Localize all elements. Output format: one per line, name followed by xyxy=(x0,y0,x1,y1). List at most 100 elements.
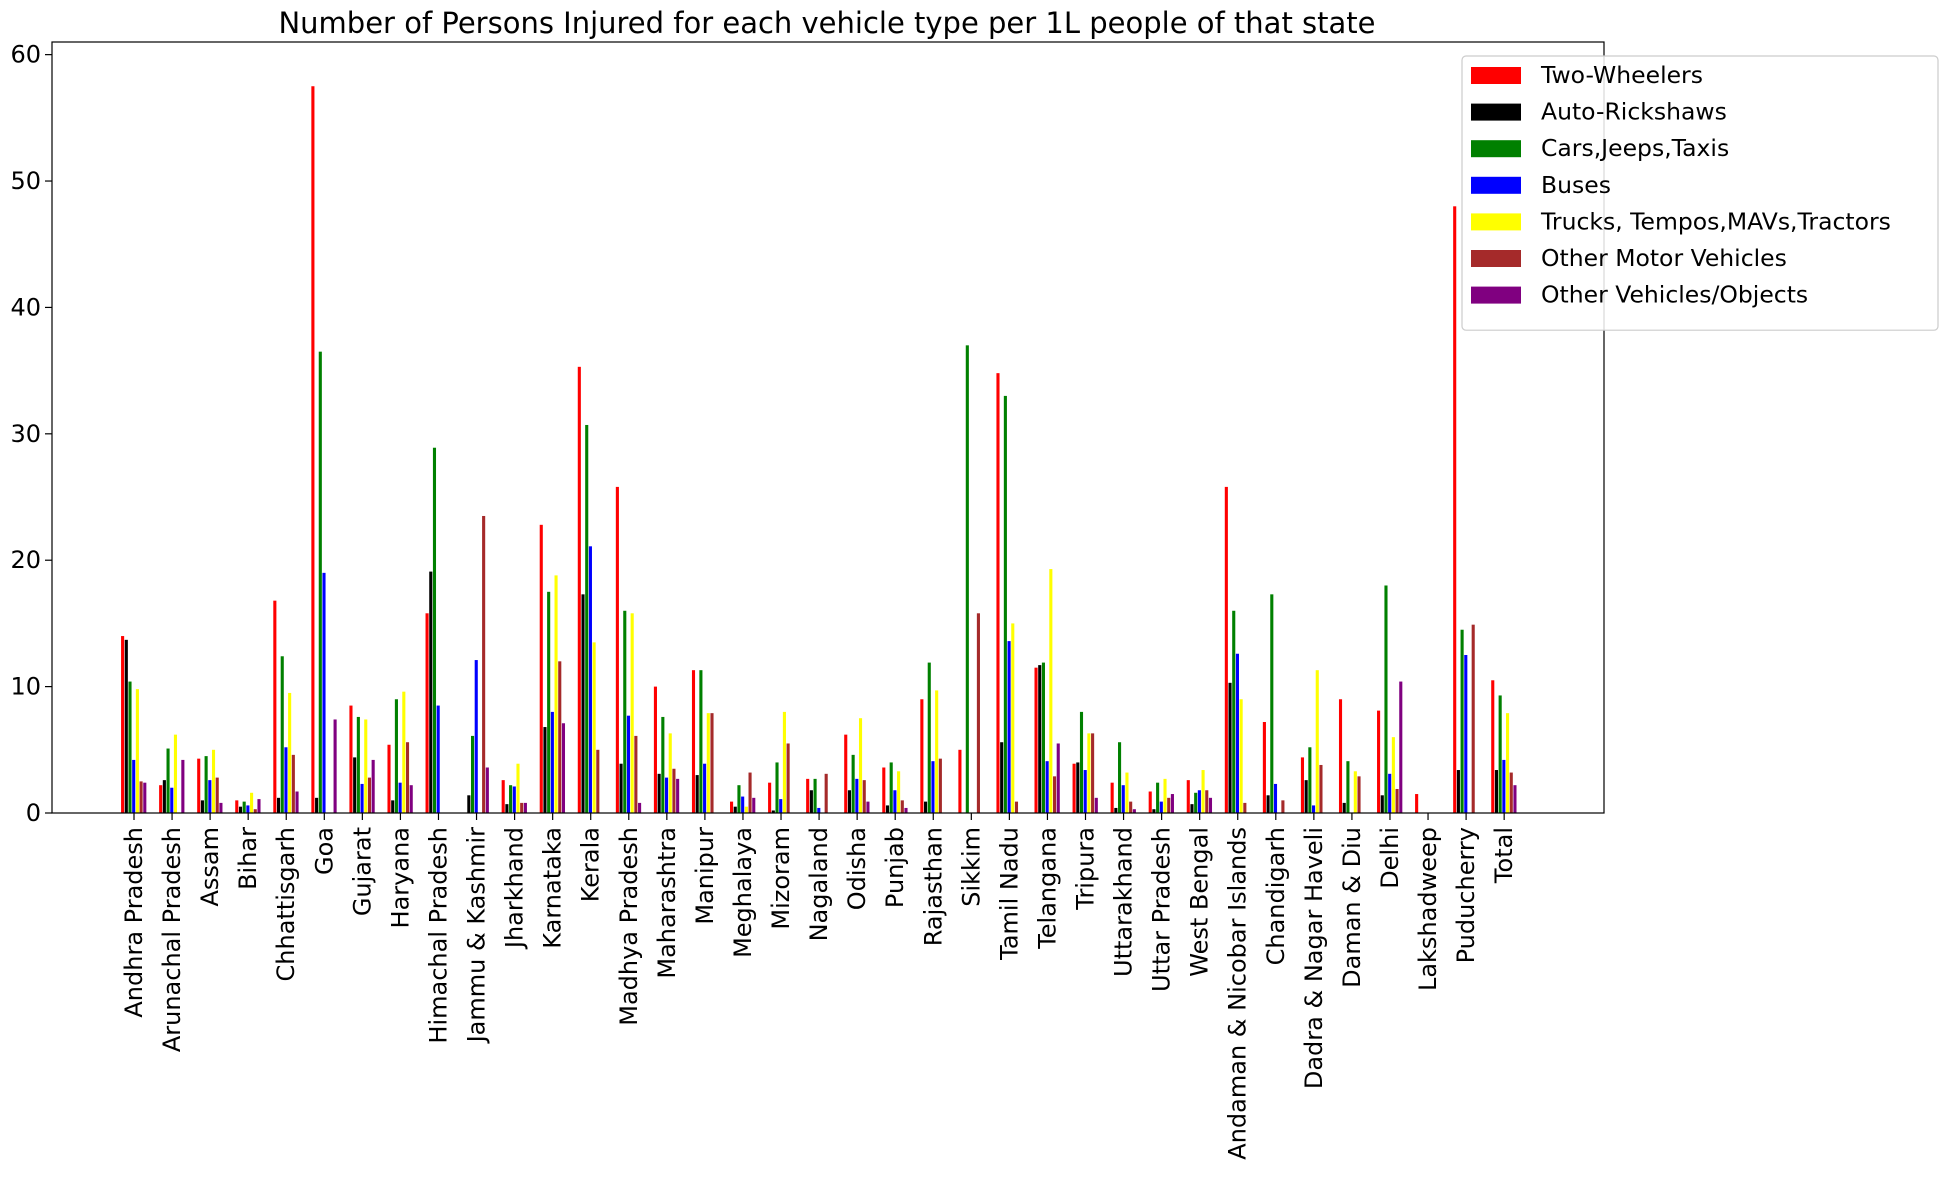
bar xyxy=(1114,807,1118,813)
bar xyxy=(276,797,281,813)
bar xyxy=(623,610,627,813)
bar xyxy=(1014,801,1019,813)
bar xyxy=(132,759,136,813)
bar xyxy=(1121,785,1125,813)
legend-label: Other Vehicles/Objects xyxy=(1541,281,1808,309)
bar xyxy=(1045,761,1049,813)
bar xyxy=(858,718,863,813)
bar xyxy=(539,524,543,813)
bar xyxy=(360,783,364,813)
y-tick-label: 20 xyxy=(10,546,41,574)
bar xyxy=(200,800,204,813)
bar xyxy=(474,660,478,813)
bar xyxy=(543,727,547,813)
bar xyxy=(672,768,676,813)
bar xyxy=(862,780,866,813)
bar xyxy=(353,757,357,813)
bar xyxy=(250,792,254,813)
bar xyxy=(935,690,939,813)
chart-title: Number of Persons Injured for each vehic… xyxy=(278,6,1375,40)
bar xyxy=(219,802,223,813)
bar xyxy=(1502,759,1506,813)
legend-label: Other Motor Vehicles xyxy=(1541,244,1787,272)
bar xyxy=(295,791,299,813)
bar xyxy=(965,345,969,813)
bar xyxy=(661,716,665,813)
x-tick-label: Delhi xyxy=(1376,827,1404,889)
bar xyxy=(485,767,489,813)
bar xyxy=(577,366,581,813)
x-tick-label: Madhya Pradesh xyxy=(615,827,643,1026)
bar xyxy=(847,790,851,813)
bar xyxy=(135,689,139,813)
bar xyxy=(1262,722,1266,813)
x-tick-label: Manipur xyxy=(691,827,719,925)
bar xyxy=(581,594,585,813)
bar xyxy=(1007,641,1011,813)
x-tick-label: Meghalaya xyxy=(729,827,757,958)
bar xyxy=(885,805,890,813)
bar xyxy=(501,780,505,813)
y-tick-label: 60 xyxy=(10,41,41,69)
bar xyxy=(1163,778,1167,813)
bar xyxy=(197,758,201,813)
bar xyxy=(664,777,669,813)
bar xyxy=(1094,797,1098,813)
bar xyxy=(1186,780,1190,813)
x-tick-label: Gujarat xyxy=(348,827,376,916)
bar xyxy=(676,778,680,813)
bar xyxy=(425,613,429,813)
bar xyxy=(1152,809,1156,813)
bar xyxy=(394,699,398,813)
bar xyxy=(855,778,859,813)
bar xyxy=(706,713,710,813)
bar xyxy=(349,705,353,813)
x-tick-label: Daman & Diu xyxy=(1338,827,1366,988)
bar xyxy=(634,735,638,813)
bar xyxy=(1201,770,1205,813)
bar xyxy=(813,778,817,813)
bar xyxy=(592,642,596,813)
bar xyxy=(824,773,828,813)
bar xyxy=(1377,710,1381,813)
bar xyxy=(741,796,745,813)
bar xyxy=(1041,662,1045,813)
bar xyxy=(851,754,855,813)
x-tick-label: Assam xyxy=(196,827,224,907)
bar xyxy=(1034,667,1038,813)
legend-label: Buses xyxy=(1541,171,1611,199)
y-tick-label: 50 xyxy=(10,167,41,195)
bar xyxy=(1197,790,1201,813)
bar xyxy=(1304,780,1308,813)
x-tick-label: Tamil Nadu xyxy=(995,827,1023,961)
bar xyxy=(1156,782,1160,813)
bar xyxy=(215,777,219,813)
bar xyxy=(927,662,931,813)
legend-swatch xyxy=(1471,140,1521,158)
x-tick-label: West Bengal xyxy=(1186,827,1214,977)
x-tick-label: Total xyxy=(1490,827,1518,884)
bar xyxy=(1091,733,1095,813)
bar xyxy=(253,809,257,813)
legend-swatch xyxy=(1471,176,1521,194)
bar xyxy=(291,754,295,813)
bar xyxy=(1125,772,1129,813)
x-tick-label: Haryana xyxy=(386,827,414,928)
x-tick-label: Arunachal Pradesh xyxy=(158,827,186,1052)
bar xyxy=(482,515,486,813)
bar xyxy=(882,767,886,813)
x-tick-label: Maharashtra xyxy=(653,827,681,979)
bar xyxy=(1129,801,1133,813)
bar xyxy=(730,801,734,813)
bar xyxy=(364,719,368,813)
bar xyxy=(387,744,391,813)
bar xyxy=(1170,794,1174,813)
bar xyxy=(238,806,243,813)
x-tick-label: Dadra & Nagar Haveli xyxy=(1300,827,1328,1089)
bar xyxy=(1052,776,1057,813)
bar xyxy=(162,780,166,813)
bar xyxy=(143,782,147,813)
bar xyxy=(931,761,935,813)
bar xyxy=(242,801,246,813)
